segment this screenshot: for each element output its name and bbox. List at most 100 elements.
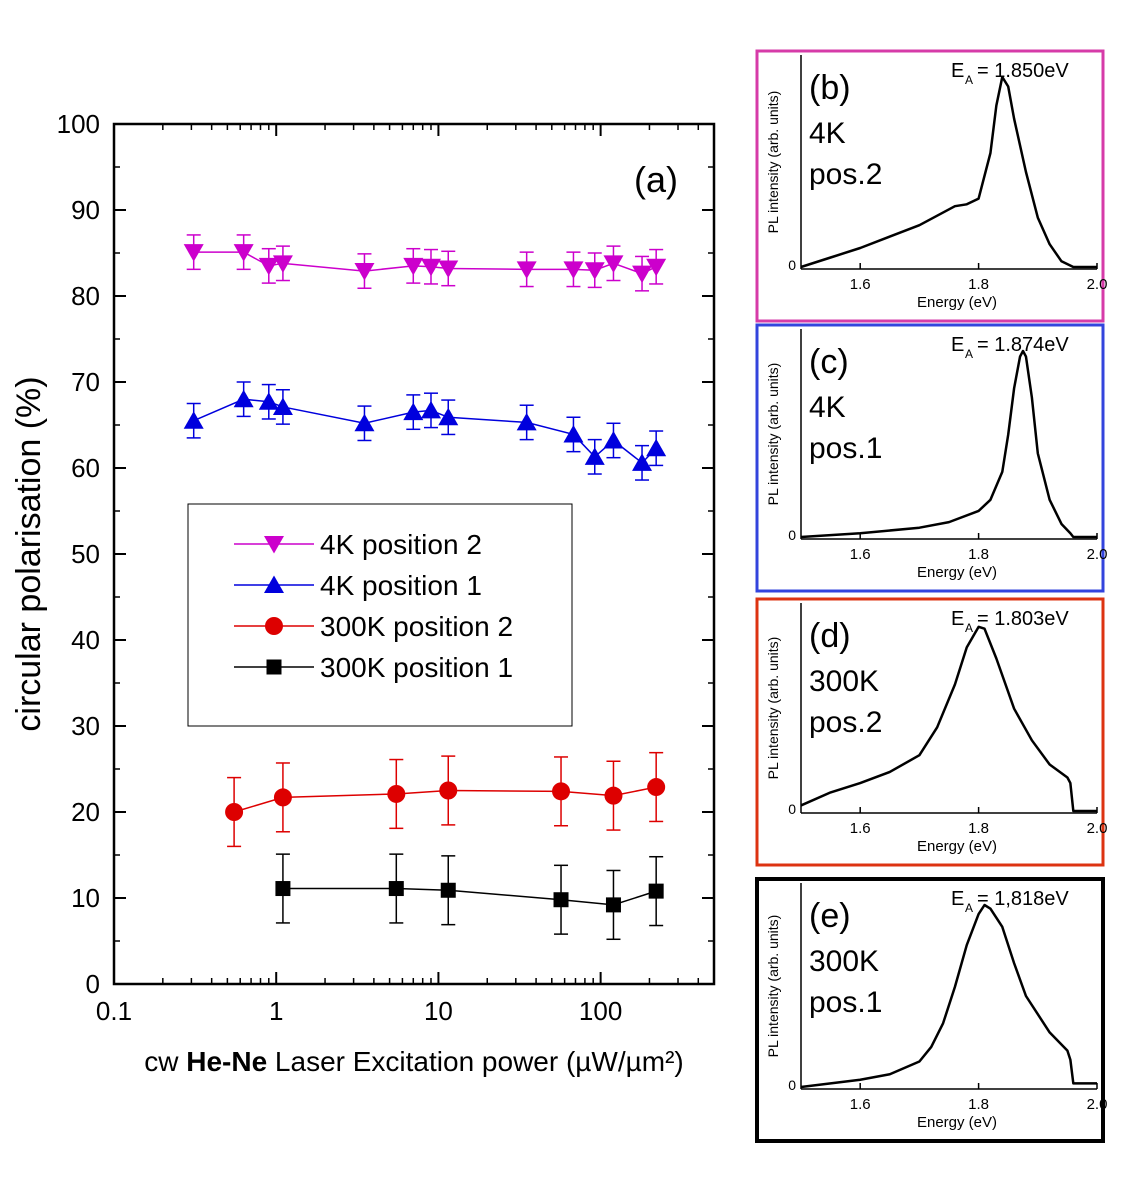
inset-x-tick-label: 2.0 xyxy=(1087,820,1108,837)
data-point xyxy=(225,803,244,821)
data-point xyxy=(603,255,624,273)
data-point xyxy=(233,244,254,262)
legend-marker xyxy=(264,536,284,554)
peak-energy-symbol: E xyxy=(951,608,964,630)
main-series xyxy=(183,234,667,941)
inset-x-tick-label: 1.6 xyxy=(850,1096,871,1113)
legend: 4K position 2 4K position 1 300K position … xyxy=(187,503,573,727)
inset-panel: 1.6 1.8 2.0 0 Energy (eV) PL intensity (arb. … xyxy=(755,49,1107,323)
data-point xyxy=(183,244,204,262)
data-point xyxy=(387,784,406,803)
xlabel-bold: He-Ne xyxy=(186,1046,267,1077)
data-point xyxy=(603,430,624,449)
main-x-ticks: 0.1 1 10 100 xyxy=(96,124,715,1026)
data-point xyxy=(563,424,584,443)
inset-position-label: pos.1 xyxy=(809,432,882,465)
inset-temperature-label: 300K xyxy=(809,945,879,978)
panel-label-a: (a) xyxy=(634,159,678,200)
data-point xyxy=(439,781,458,800)
data-point xyxy=(440,882,456,898)
inset-panel-label: (d) xyxy=(809,617,851,655)
data-point xyxy=(604,786,623,805)
legend-marker xyxy=(265,617,283,635)
inset-border xyxy=(755,877,1105,1143)
data-point xyxy=(516,261,537,279)
peak-energy-value: = 1.803eV xyxy=(977,608,1069,630)
inset-x-axis-label: Energy (eV) xyxy=(917,1114,997,1131)
xlabel-prefix: cw xyxy=(144,1046,186,1077)
legend-label: 300K position 1 xyxy=(320,652,513,683)
data-point xyxy=(275,881,291,897)
data-point xyxy=(647,778,666,797)
data-point xyxy=(648,883,664,899)
y-tick-label: 30 xyxy=(71,711,100,741)
inset-y-axis-label: PL intensity (arb. units) xyxy=(765,363,781,506)
data-point xyxy=(420,258,441,277)
inset-panel-label: (b) xyxy=(809,69,851,107)
inset-y-tick-label: 0 xyxy=(788,801,796,817)
data-point xyxy=(272,255,293,273)
inset-x-tick-label: 1.6 xyxy=(850,546,871,563)
legend-label: 300K position 2 xyxy=(320,611,513,642)
pl-spectrum-curve xyxy=(800,625,1097,813)
inset-panel: 1.6 1.8 2.0 0 Energy (eV) PL intensity (arb. … xyxy=(755,877,1107,1143)
y-tick-label: 40 xyxy=(71,625,100,655)
inset-y-axis-label: PL intensity (arb. units) xyxy=(765,637,781,780)
y-tick-label: 0 xyxy=(86,969,100,999)
inset-position-label: pos.2 xyxy=(809,158,882,191)
data-point xyxy=(388,881,404,897)
y-tick-label: 80 xyxy=(71,281,100,311)
y-tick-label: 90 xyxy=(71,195,100,225)
pl-spectrum-curve xyxy=(800,903,1097,1089)
peak-energy-symbol: E xyxy=(951,888,964,910)
inset-panel-label: (c) xyxy=(809,343,849,381)
inset-position-label: pos.2 xyxy=(809,706,882,739)
inset-temperature-label: 4K xyxy=(809,391,846,424)
inset-x-tick-label: 1.8 xyxy=(968,276,989,293)
inset-x-tick-label: 1.8 xyxy=(968,546,989,563)
pl-spectrum-curve xyxy=(800,349,1097,539)
data-point xyxy=(258,257,279,276)
inset-panel: 1.6 1.8 2.0 0 Energy (eV) PL intensity (arb. … xyxy=(755,597,1108,867)
inset-border xyxy=(755,323,1105,593)
inset-panel-label: (e) xyxy=(809,897,851,935)
peak-energy-subscript: A xyxy=(965,347,973,361)
peak-energy-symbol: E xyxy=(951,334,964,356)
data-point xyxy=(632,453,653,471)
series-line xyxy=(282,887,657,906)
x-tick-label: 10 xyxy=(424,996,453,1026)
inset-x-tick-label: 1.6 xyxy=(850,820,871,837)
legend-marker xyxy=(266,659,282,675)
inset-border xyxy=(755,597,1105,867)
inset-y-tick-label: 0 xyxy=(788,257,796,273)
inset-temperature-label: 300K xyxy=(809,665,879,698)
data-point xyxy=(273,788,292,807)
x-tick-label: 0.1 xyxy=(96,996,132,1026)
legend-box xyxy=(187,503,573,727)
y-tick-label: 50 xyxy=(71,539,100,569)
data-point xyxy=(272,397,293,415)
legend-label: 4K position 1 xyxy=(320,570,482,601)
data-point xyxy=(553,892,569,908)
peak-energy-subscript: A xyxy=(965,901,973,915)
legend-label: 4K position 2 xyxy=(320,529,482,560)
peak-energy-symbol: E xyxy=(951,60,964,82)
data-point xyxy=(438,260,459,278)
inset-temperature-label: 4K xyxy=(809,117,846,150)
legend-marker xyxy=(264,575,284,593)
inset-panels: 1.6 1.8 2.0 0 Energy (eV) PL intensity (arb. … xyxy=(755,49,1108,1143)
y-tick-label: 70 xyxy=(71,367,100,397)
inset-border xyxy=(755,49,1105,323)
inset-x-tick-label: 1.8 xyxy=(968,1096,989,1113)
inset-x-axis-label: Energy (eV) xyxy=(917,564,997,581)
x-tick-label: 1 xyxy=(269,996,283,1026)
main-y-axis-label: circular polarisation (%) xyxy=(10,376,48,731)
data-point xyxy=(632,265,653,284)
data-point xyxy=(584,447,605,465)
data-point xyxy=(646,438,667,457)
peak-energy-subscript: A xyxy=(965,73,973,87)
main-y-ticks: 0 10 20 30 40 50 60 70 80 90 100 xyxy=(57,109,714,999)
xlabel-suffix: Laser Excitation power (µW/µm²) xyxy=(267,1046,684,1077)
inset-x-axis-label: Energy (eV) xyxy=(917,838,997,855)
